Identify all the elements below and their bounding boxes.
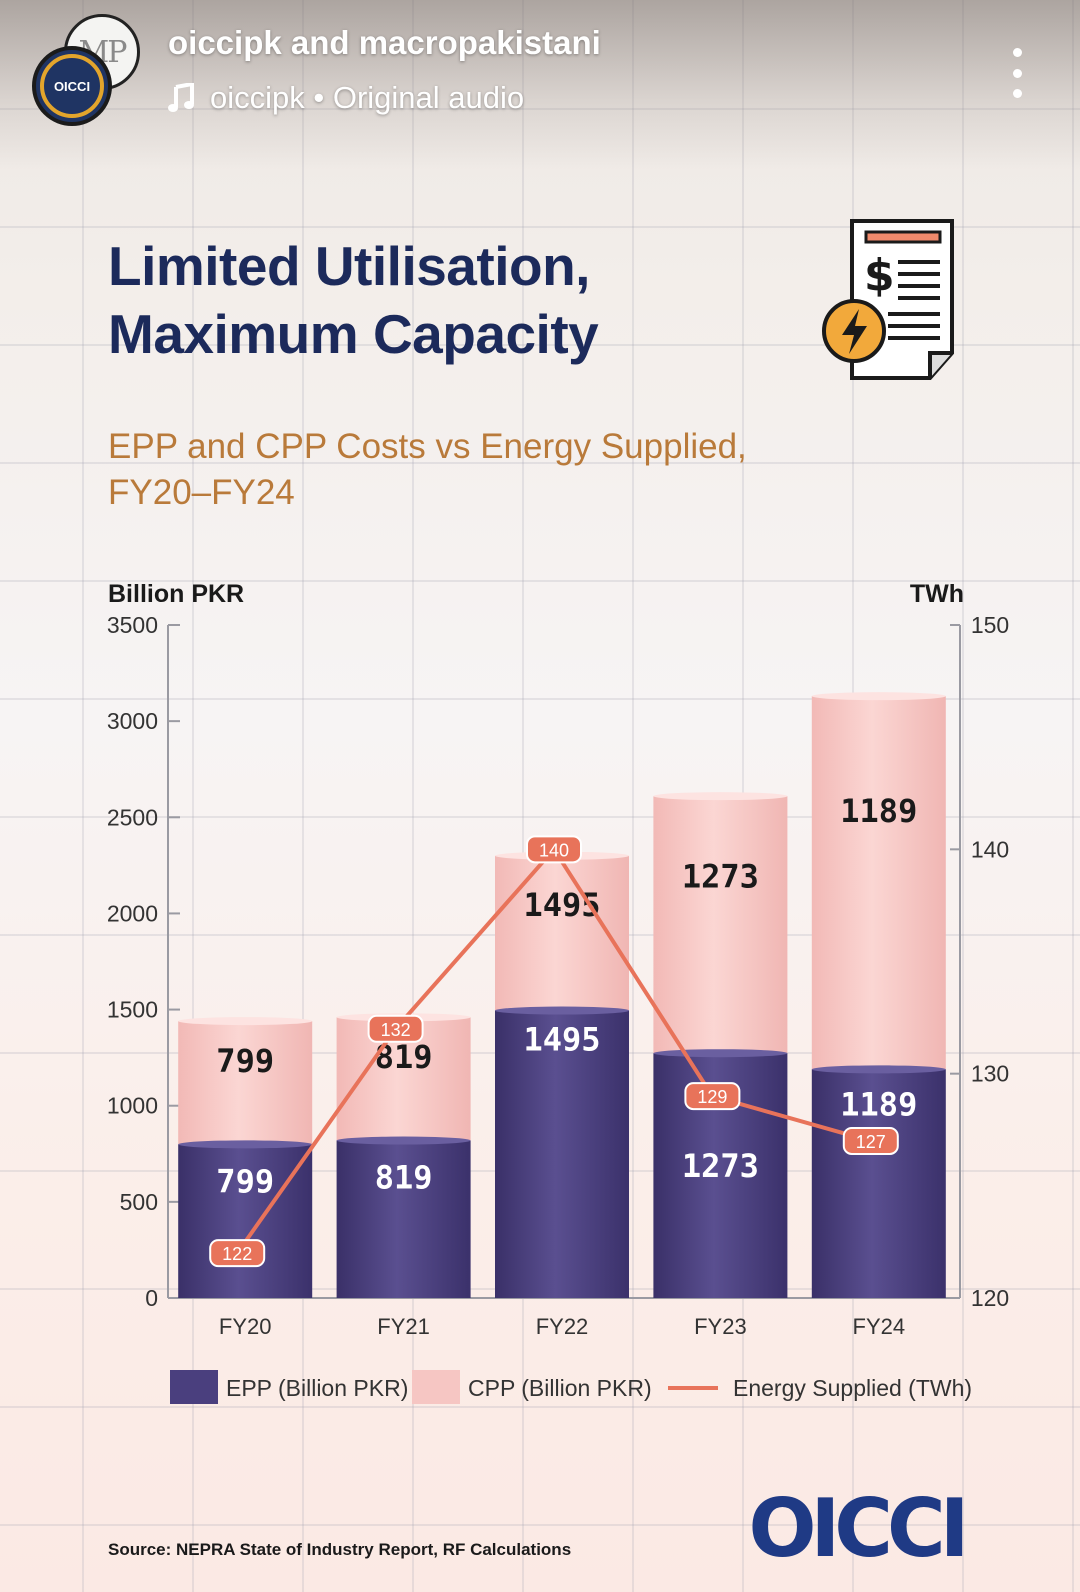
cpp-data-label: 1273 bbox=[682, 857, 759, 895]
energy-data-label: 122 bbox=[222, 1244, 252, 1264]
epp-data-label: 819 bbox=[375, 1159, 433, 1197]
epp-bar-top bbox=[336, 1136, 471, 1145]
epp-bar bbox=[178, 1144, 313, 1298]
energy-data-label: 127 bbox=[856, 1132, 886, 1152]
energy-point-badge bbox=[842, 1126, 899, 1155]
cpp-data-label: 799 bbox=[216, 1042, 274, 1080]
subtitle-line-1: EPP and CPP Costs vs Energy Supplied, bbox=[108, 427, 747, 466]
audio-link[interactable]: oiccipk • Original audio bbox=[168, 80, 524, 116]
y-tick-label: 500 bbox=[120, 1189, 158, 1215]
epp-bar-top bbox=[653, 1049, 788, 1058]
cpp-bar bbox=[178, 1021, 313, 1145]
y2-tick-label: 130 bbox=[971, 1061, 1009, 1087]
cpp-data-label: 1189 bbox=[840, 792, 917, 830]
energy-data-label: 140 bbox=[539, 840, 569, 860]
cpp-bar-top bbox=[653, 792, 788, 801]
energy-point-badge bbox=[526, 835, 582, 864]
x-tick-label: FY20 bbox=[219, 1314, 272, 1339]
legend-cpp-swatch bbox=[412, 1370, 460, 1404]
avatar-front-text: OICCI bbox=[53, 78, 91, 94]
y-tick-label: 1500 bbox=[107, 997, 158, 1023]
cpp-bar-top bbox=[811, 692, 946, 701]
y-axis-label: Billion PKR bbox=[108, 580, 244, 608]
epp-data-label: 1189 bbox=[840, 1085, 917, 1123]
epp-bar-top bbox=[495, 1006, 629, 1015]
y-tick-label: 2500 bbox=[107, 804, 158, 830]
subtitle-line-2: FY20–FY24 bbox=[108, 473, 295, 512]
y2-axis-label: TWh bbox=[910, 580, 964, 608]
title-line-2: Maximum Capacity bbox=[108, 303, 599, 365]
y2-tick-label: 140 bbox=[971, 836, 1009, 862]
y-tick-label: 0 bbox=[145, 1285, 158, 1311]
y-tick-label: 3000 bbox=[107, 708, 158, 734]
electricity-bill-icon: $ bbox=[822, 219, 954, 380]
cpp-bar-top bbox=[178, 1017, 313, 1026]
legend-epp-swatch bbox=[170, 1370, 218, 1404]
page-title: Limited Utilisation, Maximum Capacity bbox=[108, 232, 599, 368]
x-tick-label: FY24 bbox=[853, 1314, 906, 1339]
x-tick-label: FY21 bbox=[377, 1314, 430, 1339]
oicci-logo: OICCI bbox=[749, 1490, 970, 1566]
y-tick-label: 1000 bbox=[107, 1093, 158, 1119]
x-tick-label: FY23 bbox=[694, 1314, 747, 1339]
x-tick-label: FY22 bbox=[536, 1314, 589, 1339]
title-line-1: Limited Utilisation, bbox=[108, 235, 590, 297]
energy-point-badge bbox=[367, 1014, 424, 1043]
epp-bar-top bbox=[811, 1065, 946, 1074]
cpp-bar bbox=[653, 796, 788, 1054]
audio-label: oiccipk • Original audio bbox=[210, 80, 525, 115]
chart: Billion PKR TWh 0 500 1000 1500 2000 2500 3000… bbox=[107, 580, 1009, 1404]
legend-cpp-label: CPP (Billion PKR) bbox=[468, 1375, 652, 1401]
source-note: Source: NEPRA State of Industry Report, … bbox=[108, 1540, 572, 1559]
epp-bar-top bbox=[178, 1140, 313, 1149]
epp-bar bbox=[495, 1010, 629, 1298]
cpp-bar bbox=[811, 696, 946, 1070]
energy-point-badge bbox=[684, 1082, 741, 1111]
y2-tick-label: 150 bbox=[971, 612, 1009, 638]
more-options-icon[interactable] bbox=[1010, 48, 1024, 98]
epp-data-label: 799 bbox=[216, 1162, 274, 1200]
energy-data-label: 132 bbox=[381, 1020, 411, 1040]
energy-point-badge bbox=[209, 1239, 266, 1268]
epp-data-label: 1495 bbox=[523, 1021, 600, 1059]
svg-text:$: $ bbox=[864, 250, 895, 301]
legend-epp-label: EPP (Billion PKR) bbox=[226, 1375, 408, 1401]
avatar-oiccipk[interactable]: OICCI bbox=[32, 46, 112, 126]
energy-data-label: 129 bbox=[697, 1087, 727, 1107]
logo-text: OICCI bbox=[749, 1490, 964, 1566]
y-tick-label: 3500 bbox=[107, 612, 158, 638]
music-note-icon bbox=[168, 83, 194, 112]
epp-data-label: 1273 bbox=[682, 1147, 759, 1185]
epp-bar bbox=[336, 1140, 471, 1298]
chart-subtitle: EPP and CPP Costs vs Energy Supplied, FY… bbox=[108, 424, 808, 516]
post-username[interactable]: oiccipk and macropakistani bbox=[168, 24, 601, 61]
avatar-ring: OICCI bbox=[40, 54, 104, 118]
y2-tick-label: 120 bbox=[971, 1285, 1009, 1311]
y-tick-label: 2000 bbox=[107, 900, 158, 926]
epp-bar bbox=[811, 1069, 946, 1298]
legend-energy-label: Energy Supplied (TWh) bbox=[733, 1375, 972, 1401]
